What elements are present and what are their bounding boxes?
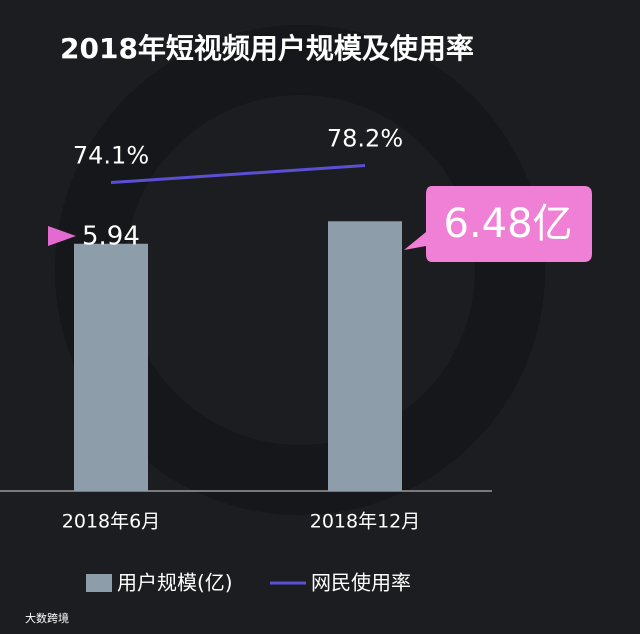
watermark: 大数跨境 bbox=[25, 611, 69, 625]
chart-title: 2018年短视频用户规模及使用率 bbox=[60, 32, 474, 65]
data-label: 6.48亿 bbox=[443, 201, 572, 247]
legend-label: 网民使用率 bbox=[311, 571, 411, 595]
bar bbox=[328, 221, 402, 491]
x-tick-label: 2018年12月 bbox=[310, 511, 421, 533]
legend-swatch bbox=[86, 574, 112, 592]
pointer bbox=[48, 226, 76, 246]
line bbox=[110, 163, 366, 185]
bar bbox=[74, 243, 148, 491]
data-label: 74.1% bbox=[73, 142, 149, 170]
callout bbox=[404, 186, 592, 262]
data-label: 78.2% bbox=[327, 124, 403, 152]
legend-label: 用户规模(亿) bbox=[117, 571, 233, 595]
x-tick-label: 2018年6月 bbox=[62, 511, 160, 533]
data-label: 5.94 bbox=[82, 222, 140, 252]
